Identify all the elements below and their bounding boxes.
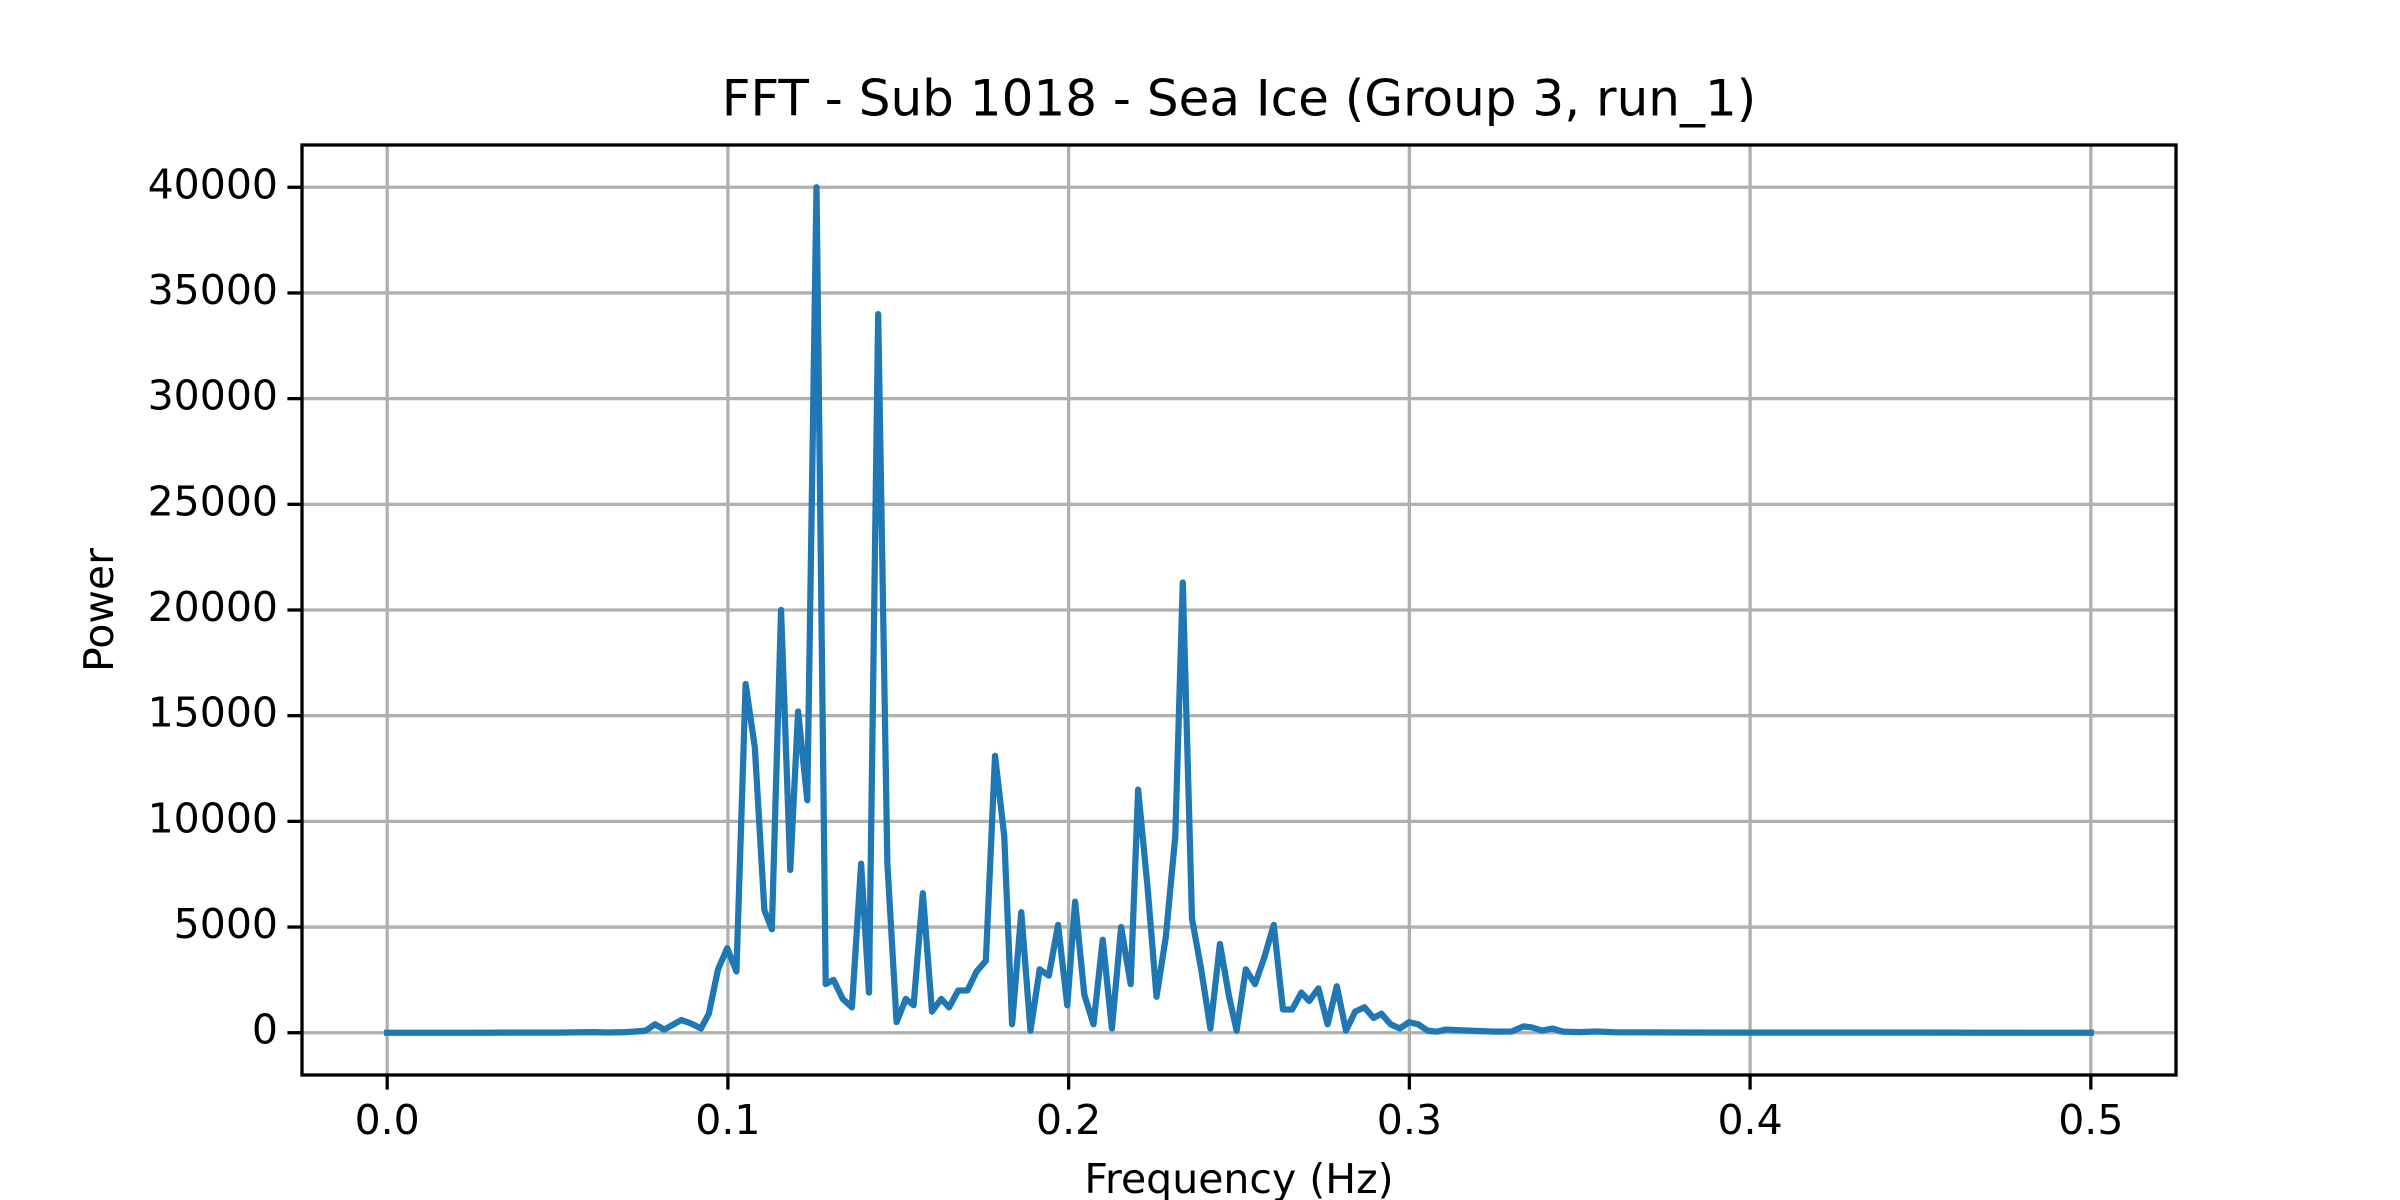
x-tick-label: 0.3 — [1377, 1096, 1442, 1144]
plot-marks — [384, 184, 2094, 1036]
x-tick-label: 0.4 — [1717, 1096, 1782, 1144]
y-tick-label: 10000 — [148, 794, 278, 842]
data-line — [384, 184, 2094, 1036]
y-tick-label: 35000 — [148, 266, 278, 314]
x-tick-label: 0.2 — [1036, 1096, 1101, 1144]
plot-frame — [300, 143, 2178, 1077]
y-tick-label: 30000 — [148, 372, 278, 420]
grid — [302, 145, 2176, 1075]
x-tick-label: 0.0 — [355, 1096, 420, 1144]
y-axis-label: Power — [75, 548, 123, 672]
y-tick-label: 20000 — [148, 583, 278, 631]
chart-title: FFT - Sub 1018 - Sea Ice (Group 3, run_1… — [722, 70, 1757, 128]
x-axis-label: Frequency (Hz) — [1084, 1155, 1393, 1200]
x-tick-label: 0.1 — [695, 1096, 760, 1144]
x-tick-label: 0.5 — [2058, 1096, 2123, 1144]
y-tick-label: 40000 — [148, 160, 278, 208]
y-tick-label: 0 — [252, 1006, 278, 1054]
y-tick-label: 15000 — [148, 689, 278, 737]
y-tick-label: 25000 — [148, 477, 278, 525]
y-tick-label: 5000 — [174, 900, 278, 948]
axes: 0.0 0.1 0.2 0.3 0.4 0.5 0 5000 10000 15000 20000 25… — [148, 143, 2178, 1144]
